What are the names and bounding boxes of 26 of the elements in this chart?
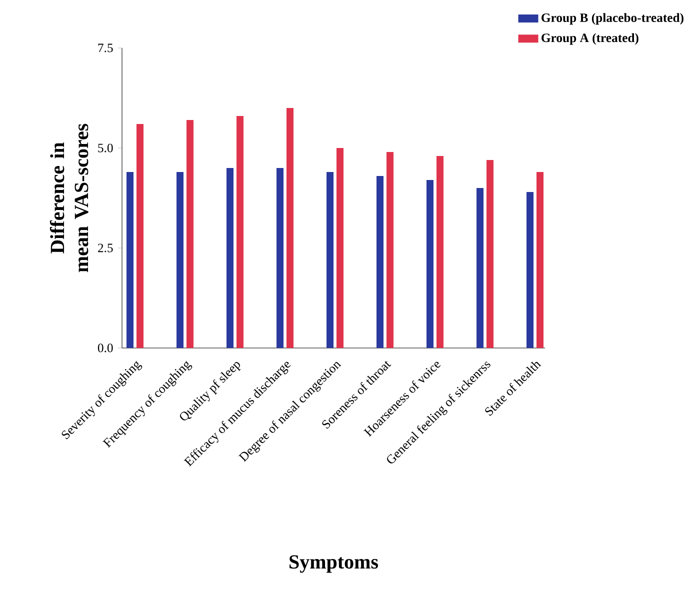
bar bbox=[536, 172, 544, 348]
bar bbox=[326, 172, 334, 348]
y-tick-label: 0.0 bbox=[98, 344, 113, 352]
bar bbox=[386, 152, 394, 348]
bar bbox=[426, 180, 434, 348]
bar bbox=[236, 116, 244, 348]
y-axis-title: Difference in mean VAS-scores bbox=[50, 124, 88, 272]
bar bbox=[486, 160, 494, 348]
bar bbox=[376, 176, 384, 348]
bar bbox=[526, 192, 534, 348]
bar bbox=[436, 156, 444, 348]
bar bbox=[286, 108, 294, 348]
bar bbox=[336, 148, 344, 348]
x-axis-title: Symptoms bbox=[290, 555, 378, 573]
legend-label: Group A (treated) bbox=[542, 33, 638, 45]
bar bbox=[136, 124, 144, 348]
bar bbox=[186, 120, 194, 348]
bar bbox=[226, 168, 234, 348]
y-tick-label: 7.5 bbox=[98, 44, 113, 52]
bar bbox=[476, 188, 484, 348]
y-tick-label: 5.0 bbox=[98, 144, 113, 152]
bar bbox=[276, 168, 284, 348]
bar bbox=[126, 172, 134, 348]
legend-label: Group B (placebo-treated) bbox=[542, 13, 684, 25]
bar bbox=[176, 172, 184, 348]
y-tick-label: 2.5 bbox=[98, 244, 113, 252]
